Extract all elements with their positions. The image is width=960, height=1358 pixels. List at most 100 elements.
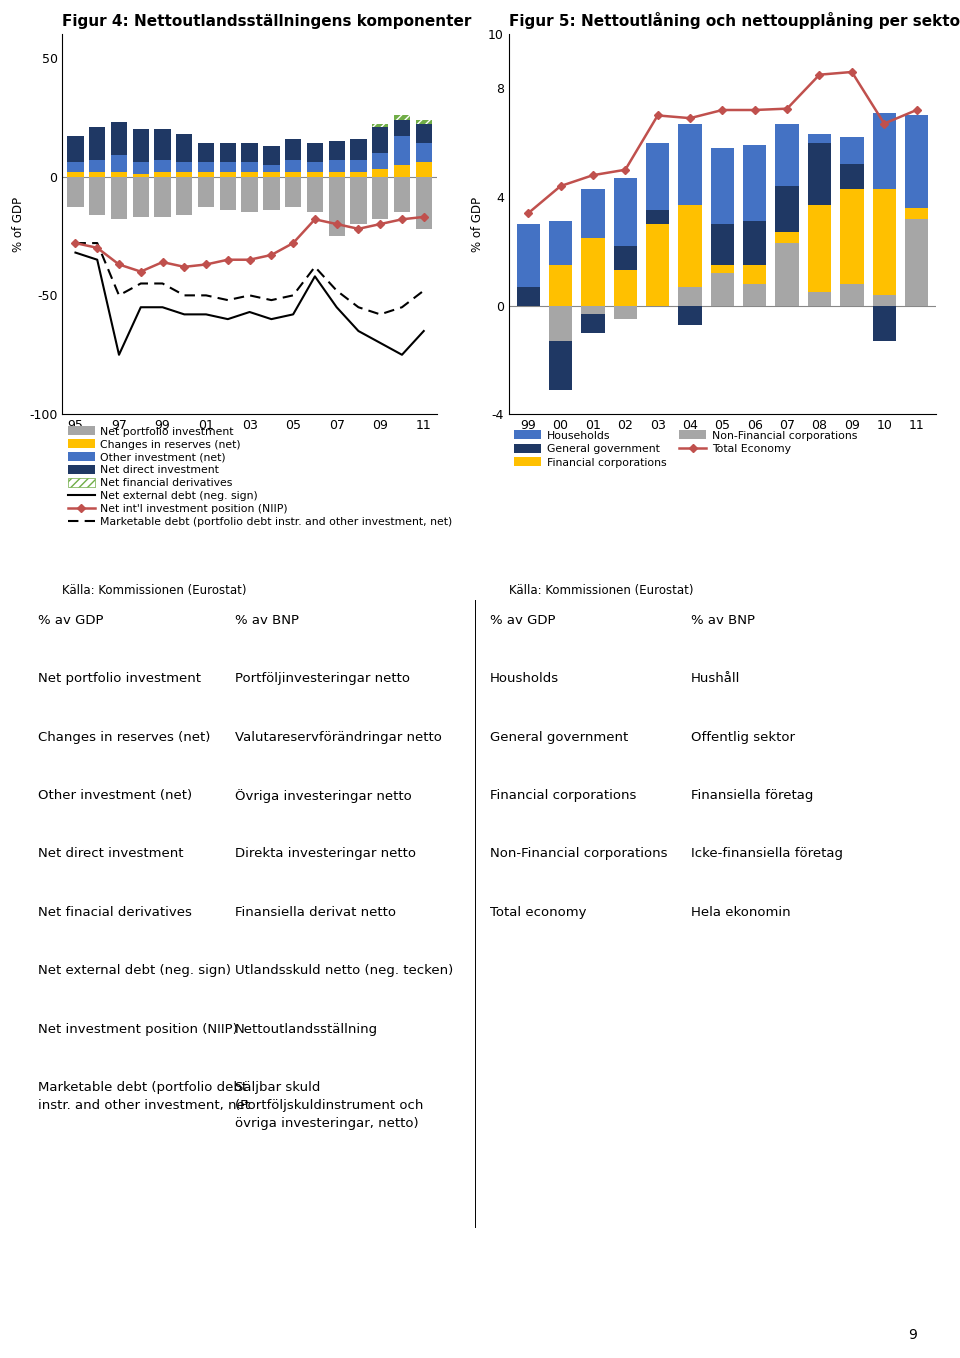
Bar xyxy=(307,144,324,162)
Text: % av BNP: % av BNP xyxy=(235,614,300,627)
Text: Icke-finansiella företag: Icke-finansiella företag xyxy=(691,847,843,861)
Bar xyxy=(549,221,572,265)
Bar xyxy=(394,164,410,177)
Bar xyxy=(241,172,258,177)
Bar xyxy=(372,170,389,177)
Bar xyxy=(285,177,301,208)
Bar xyxy=(416,177,432,228)
Bar xyxy=(776,124,799,186)
Text: Total economy: Total economy xyxy=(490,906,587,919)
Bar xyxy=(155,177,171,217)
Bar xyxy=(613,306,637,319)
Bar xyxy=(110,177,127,219)
Bar xyxy=(198,144,214,162)
Bar xyxy=(679,306,702,325)
Bar xyxy=(679,287,702,306)
Bar xyxy=(416,144,432,162)
Text: Housholds: Housholds xyxy=(490,672,559,686)
Bar xyxy=(67,162,84,172)
Bar xyxy=(176,133,192,162)
Bar xyxy=(394,177,410,212)
Text: Finansiella derivat netto: Finansiella derivat netto xyxy=(235,906,396,919)
Bar xyxy=(285,139,301,160)
Text: Utlandsskuld netto (neg. tecken): Utlandsskuld netto (neg. tecken) xyxy=(235,964,453,978)
Bar xyxy=(328,172,345,177)
Bar xyxy=(176,172,192,177)
Bar xyxy=(582,238,605,306)
Bar xyxy=(350,172,367,177)
Bar xyxy=(328,160,345,172)
Bar xyxy=(350,177,367,224)
Bar xyxy=(582,314,605,333)
Bar xyxy=(220,172,236,177)
Bar xyxy=(372,152,389,170)
Bar xyxy=(776,243,799,306)
Bar xyxy=(873,306,896,341)
Bar xyxy=(808,205,831,292)
Bar xyxy=(307,172,324,177)
Text: Källa: Kommissionen (Eurostat): Källa: Kommissionen (Eurostat) xyxy=(509,584,693,598)
Bar xyxy=(743,284,766,306)
Bar xyxy=(710,148,734,224)
Bar xyxy=(263,145,279,164)
Text: Direkta investeringar netto: Direkta investeringar netto xyxy=(235,847,417,861)
Text: Valutareservförändringar netto: Valutareservförändringar netto xyxy=(235,731,442,744)
Bar xyxy=(372,177,389,219)
Bar xyxy=(110,172,127,177)
Bar xyxy=(905,208,928,219)
Bar xyxy=(198,172,214,177)
Bar xyxy=(394,136,410,164)
Text: Other investment (net): Other investment (net) xyxy=(38,789,193,803)
Text: Källa: Kommissionen (Eurostat): Källa: Kommissionen (Eurostat) xyxy=(62,584,247,598)
Bar xyxy=(646,143,669,210)
Bar xyxy=(67,177,84,208)
Bar xyxy=(710,224,734,265)
Text: Säljbar skuld
(Portföljskuldinstrument och
övriga investeringar, netto): Säljbar skuld (Portföljskuldinstrument o… xyxy=(235,1081,423,1130)
Bar xyxy=(582,306,605,314)
Bar xyxy=(646,224,669,306)
Bar xyxy=(549,306,572,341)
Text: % av GDP: % av GDP xyxy=(490,614,555,627)
Bar xyxy=(198,177,214,208)
Bar xyxy=(776,186,799,232)
Bar xyxy=(241,144,258,162)
Bar xyxy=(905,115,928,208)
Text: Non-Financial corporations: Non-Financial corporations xyxy=(490,847,667,861)
Bar xyxy=(263,164,279,172)
Bar xyxy=(155,160,171,172)
Bar xyxy=(416,162,432,177)
Bar xyxy=(394,120,410,136)
Bar xyxy=(132,162,149,174)
Bar xyxy=(176,177,192,215)
Bar xyxy=(285,172,301,177)
Bar xyxy=(241,162,258,172)
Text: General government: General government xyxy=(490,731,628,744)
Bar xyxy=(198,162,214,172)
Text: Financial corporations: Financial corporations xyxy=(490,789,636,803)
Text: Net investment position (NIIP): Net investment position (NIIP) xyxy=(38,1023,238,1036)
Bar xyxy=(241,177,258,212)
Bar xyxy=(743,145,766,221)
Y-axis label: % of GDP: % of GDP xyxy=(471,197,484,251)
Bar xyxy=(307,177,324,212)
Text: Figur 5: Nettoutlåning och nettoupplåning per sektor: Figur 5: Nettoutlåning och nettoupplånin… xyxy=(509,12,960,29)
Legend: Households, General government, Financial corporations, Non-Financial corporatio: Households, General government, Financia… xyxy=(515,430,857,467)
Text: Marketable debt (portfolio debt
instr. and other investment, net: Marketable debt (portfolio debt instr. a… xyxy=(38,1081,251,1112)
Text: 9: 9 xyxy=(908,1328,917,1342)
Bar xyxy=(328,141,345,160)
Text: Övriga investeringar netto: Övriga investeringar netto xyxy=(235,789,412,803)
Bar xyxy=(873,113,896,189)
Bar xyxy=(416,120,432,125)
Bar xyxy=(372,124,389,126)
Bar xyxy=(350,160,367,172)
Text: Hela ekonomin: Hela ekonomin xyxy=(691,906,791,919)
Text: Changes in reserves (net): Changes in reserves (net) xyxy=(38,731,211,744)
Text: Net finacial derivatives: Net finacial derivatives xyxy=(38,906,192,919)
Bar xyxy=(808,143,831,205)
Bar xyxy=(220,144,236,162)
Bar xyxy=(549,341,572,390)
Bar xyxy=(840,137,863,164)
Bar xyxy=(679,124,702,205)
Text: Net portfolio investment: Net portfolio investment xyxy=(38,672,202,686)
Bar xyxy=(220,177,236,209)
